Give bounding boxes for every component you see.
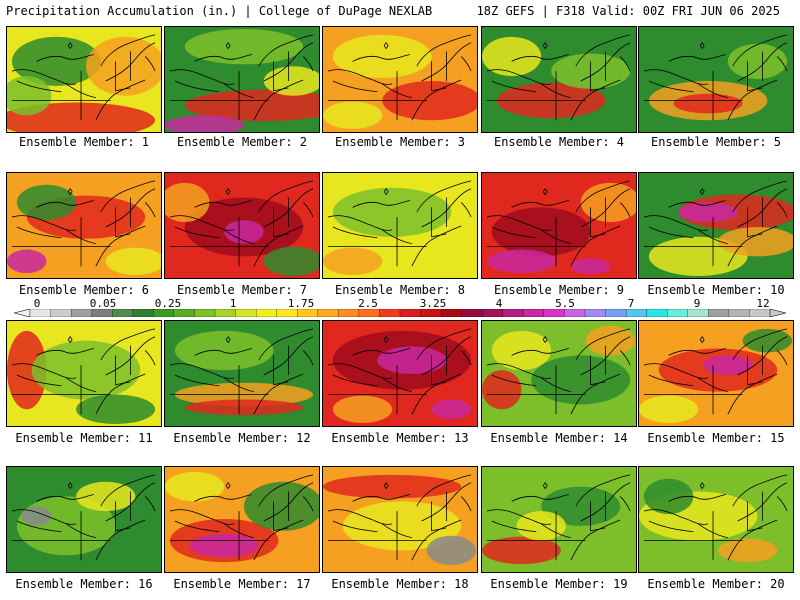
colorbar-swatch <box>749 309 771 317</box>
run-info: 18Z GEFS | F318 Valid: 00Z FRI JUN 06 20… <box>476 4 780 18</box>
ensemble-member-label: Ensemble Member: 3 <box>334 135 466 149</box>
ensemble-member-label: Ensemble Member: 14 <box>490 431 628 445</box>
ensemble-member-label: Ensemble Member: 8 <box>334 283 466 297</box>
colorbar-swatch <box>255 309 278 317</box>
colorbar-swatch <box>625 309 648 317</box>
ensemble-map-16 <box>6 466 162 573</box>
colorbar-min-arrow <box>14 309 31 317</box>
colorbar-swatch <box>317 309 339 317</box>
colorbar-tick-label: 0 <box>33 297 41 310</box>
colorbar-swatch <box>667 309 689 317</box>
ensemble-map-2 <box>164 26 320 133</box>
ensemble-member-label: Ensemble Member: 10 <box>647 283 785 297</box>
colorbar-swatch <box>29 309 52 317</box>
ensemble-map-20 <box>638 466 794 573</box>
colorbar-swatch <box>173 309 195 317</box>
colorbar-swatch <box>338 309 360 317</box>
colorbar-tick-label: 7 <box>627 297 635 310</box>
ensemble-member-label: Ensemble Member: 9 <box>493 283 625 297</box>
colorbar-tick-label: 5.5 <box>555 297 575 310</box>
colorbar-tick-label: 2.5 <box>358 297 378 310</box>
colorbar-swatch <box>235 309 257 317</box>
ensemble-member-label: Ensemble Member: 12 <box>173 431 311 445</box>
ensemble-map-17 <box>164 466 320 573</box>
colorbar-swatch <box>358 309 380 317</box>
colorbar-swatch <box>50 309 72 317</box>
colorbar-tick-label: 1 <box>229 297 237 310</box>
ensemble-member-label: Ensemble Member: 15 <box>647 431 785 445</box>
colorbar-swatch <box>461 309 483 317</box>
colorbar-swatch <box>482 309 504 317</box>
ensemble-map-12 <box>164 320 320 427</box>
colorbar-tick-label: 12 <box>756 297 770 310</box>
ensemble-map-9 <box>481 172 637 279</box>
ensemble-member-label: Ensemble Member: 4 <box>493 135 625 149</box>
colorbar-swatch <box>70 309 93 317</box>
colorbar-max-arrow <box>769 309 786 317</box>
ensemble-member-label: Ensemble Member: 17 <box>173 577 311 591</box>
colorbar-swatch <box>399 309 422 317</box>
colorbar-swatch <box>194 309 216 317</box>
colorbar-tick-label: 3.25 <box>419 297 447 310</box>
colorbar-swatch <box>728 309 750 317</box>
colorbar-swatch <box>543 309 565 317</box>
colorbar-swatch <box>584 309 607 317</box>
colorbar-swatch <box>112 309 134 317</box>
colorbar-swatch <box>708 309 730 317</box>
colorbar-tick-label: 1.75 <box>287 297 315 310</box>
colorbar-tick-label: 0.25 <box>154 297 182 310</box>
colorbar-swatch <box>379 309 401 317</box>
colorbar-tick-label: 0.05 <box>89 297 117 310</box>
colorbar-swatch <box>605 309 627 317</box>
colorbar-swatch <box>153 309 175 317</box>
ensemble-member-label: Ensemble Member: 16 <box>15 577 153 591</box>
ensemble-member-label: Ensemble Member: 13 <box>331 431 469 445</box>
ensemble-member-label: Ensemble Member: 1 <box>18 135 150 149</box>
colorbar-swatch <box>523 309 545 317</box>
ensemble-map-14 <box>481 320 637 427</box>
ensemble-member-label: Ensemble Member: 6 <box>18 283 150 297</box>
colorbar-swatch <box>564 309 586 317</box>
ensemble-map-5 <box>638 26 794 133</box>
ensemble-map-6 <box>6 172 162 279</box>
ensemble-member-label: Ensemble Member: 2 <box>176 135 308 149</box>
ensemble-map-4 <box>481 26 637 133</box>
colorbar-tick-label: 9 <box>693 297 701 310</box>
precip-colorbar <box>14 309 786 317</box>
colorbar-swatch <box>420 309 442 317</box>
colorbar-swatch <box>276 309 298 317</box>
colorbar-swatch <box>91 309 113 317</box>
ensemble-member-label: Ensemble Member: 20 <box>647 577 785 591</box>
ensemble-map-7 <box>164 172 320 279</box>
ensemble-map-10 <box>638 172 794 279</box>
colorbar-swatch <box>214 309 237 317</box>
colorbar-tick-label: 4 <box>495 297 503 310</box>
colorbar-swatch <box>502 309 524 317</box>
colorbar-swatch <box>297 309 319 317</box>
ensemble-member-label: Ensemble Member: 11 <box>15 431 153 445</box>
map-title: Precipitation Accumulation (in.) | Colle… <box>6 4 433 18</box>
ensemble-member-label: Ensemble Member: 7 <box>176 283 308 297</box>
colorbar-swatch <box>687 309 709 317</box>
colorbar-swatch <box>646 309 668 317</box>
ensemble-member-label: Ensemble Member: 19 <box>490 577 628 591</box>
ensemble-map-13 <box>322 320 478 427</box>
ensemble-map-11 <box>6 320 162 427</box>
ensemble-member-label: Ensemble Member: 5 <box>650 135 782 149</box>
ensemble-map-19 <box>481 466 637 573</box>
colorbar-swatch <box>132 309 154 317</box>
ensemble-map-18 <box>322 466 478 573</box>
ensemble-member-label: Ensemble Member: 18 <box>331 577 469 591</box>
ensemble-map-15 <box>638 320 794 427</box>
ensemble-map-1 <box>6 26 162 133</box>
ensemble-map-3 <box>322 26 478 133</box>
colorbar-swatch <box>440 309 463 317</box>
ensemble-map-8 <box>322 172 478 279</box>
